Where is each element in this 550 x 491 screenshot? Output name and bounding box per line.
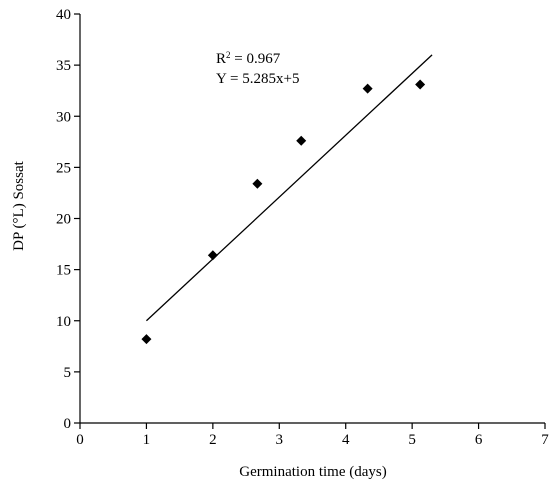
data-point (252, 178, 263, 189)
y-tick-label: 35 (56, 58, 71, 74)
x-axis-label: Germination time (days) (239, 464, 386, 480)
axes (79, 14, 545, 424)
data-point (207, 250, 218, 261)
y-ticks: 0 5 10 15 20 25 30 35 40 (56, 7, 80, 432)
x-tick-label: 2 (209, 432, 217, 448)
y-tick-label: 40 (56, 7, 71, 23)
x-tick-label: 3 (276, 432, 284, 448)
x-tick-label: 5 (408, 432, 416, 448)
y-tick-label: 20 (56, 212, 71, 228)
r-squared-value: = 0.967 (231, 51, 281, 67)
x-tick-label: 7 (541, 432, 549, 448)
r-squared-base: R (216, 51, 226, 67)
x-tick-label: 6 (475, 432, 483, 448)
y-tick-label: 25 (56, 160, 71, 176)
equation-annotation: Y = 5.285x+5 (216, 71, 299, 87)
data-point (141, 334, 152, 345)
data-point (296, 135, 307, 146)
x-tick-label: 1 (143, 432, 151, 448)
y-tick-label: 30 (56, 109, 71, 125)
fit-line-group (145, 54, 433, 322)
data-point (362, 83, 373, 94)
data-points (141, 79, 426, 345)
x-tick-label: 4 (342, 432, 350, 448)
regression-line (145, 54, 433, 322)
r-squared-annotation: R2 = 0.967 (216, 50, 281, 67)
y-tick-label: 15 (56, 263, 71, 279)
x-tick-label: 0 (76, 432, 84, 448)
y-tick-label: 5 (64, 365, 72, 381)
data-point (415, 79, 426, 90)
r-squared-exponent: 2 (226, 50, 231, 60)
y-tick-label: 10 (56, 314, 71, 330)
x-ticks: 0 1 2 3 4 5 6 7 (76, 423, 549, 448)
y-axis-label: DP (°L) Sossat (11, 160, 27, 250)
y-tick-label: 0 (64, 416, 72, 432)
